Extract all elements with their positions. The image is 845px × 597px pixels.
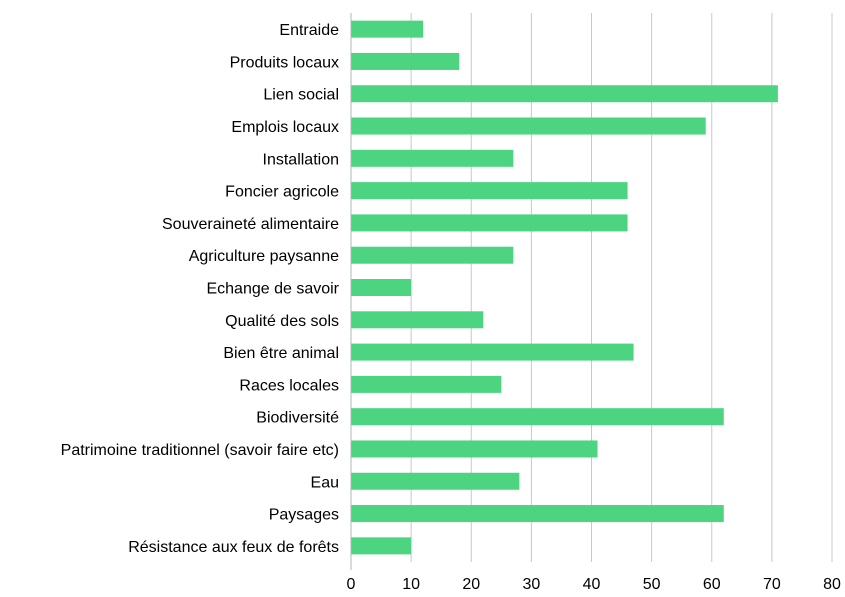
bar <box>351 20 424 38</box>
bar <box>351 440 598 458</box>
category-label: Entraide <box>279 22 339 39</box>
bar <box>351 246 514 264</box>
category-label: Produits locaux <box>230 54 339 71</box>
category-label: Foncier agricole <box>225 184 339 201</box>
category-label: Bien être animal <box>223 345 339 362</box>
category-label: Agriculture paysanne <box>189 248 339 265</box>
category-label: Lien social <box>263 87 339 104</box>
category-label: Biodiversité <box>256 410 339 427</box>
bar <box>351 537 412 555</box>
category-label: Eau <box>311 474 339 491</box>
x-tick-label: 80 <box>823 576 841 593</box>
bar <box>351 149 514 167</box>
x-tick-label: 70 <box>763 576 781 593</box>
bars <box>351 20 778 555</box>
category-label: Résistance aux feux de forêts <box>128 539 339 556</box>
category-label: Patrimoine traditionnel (savoir faire et… <box>61 442 339 459</box>
bar <box>351 375 502 393</box>
bar <box>351 85 778 103</box>
bar <box>351 182 628 200</box>
x-tick-label: 0 <box>347 576 356 593</box>
x-tick-label: 50 <box>643 576 661 593</box>
bar <box>351 311 484 329</box>
category-label: Qualité des sols <box>225 313 339 330</box>
category-label: Paysages <box>269 507 339 524</box>
bar <box>351 279 412 296</box>
x-tick-label: 60 <box>703 576 721 593</box>
category-label: Echange de savoir <box>206 281 339 298</box>
gridlines <box>410 13 833 562</box>
category-labels: Entraide Produits locaux Lien social Emploi… <box>61 22 340 556</box>
category-label: Installation <box>263 151 340 168</box>
x-tick-label: 40 <box>583 576 601 593</box>
x-tick-label: 30 <box>522 576 540 593</box>
x-tick-label: 20 <box>462 576 480 593</box>
bar <box>351 505 724 523</box>
bar <box>351 52 460 70</box>
category-label: Souveraineté alimentaire <box>162 216 339 233</box>
category-label: Races locales <box>239 377 339 394</box>
bar <box>351 343 634 361</box>
bar <box>351 472 520 490</box>
bar <box>351 117 706 135</box>
bar <box>351 214 628 232</box>
category-label: Emplois locaux <box>231 119 339 136</box>
x-tick-label: 10 <box>402 576 420 593</box>
bar <box>351 408 724 426</box>
x-tick-labels: 0 10 20 30 40 50 60 70 80 <box>347 576 841 593</box>
